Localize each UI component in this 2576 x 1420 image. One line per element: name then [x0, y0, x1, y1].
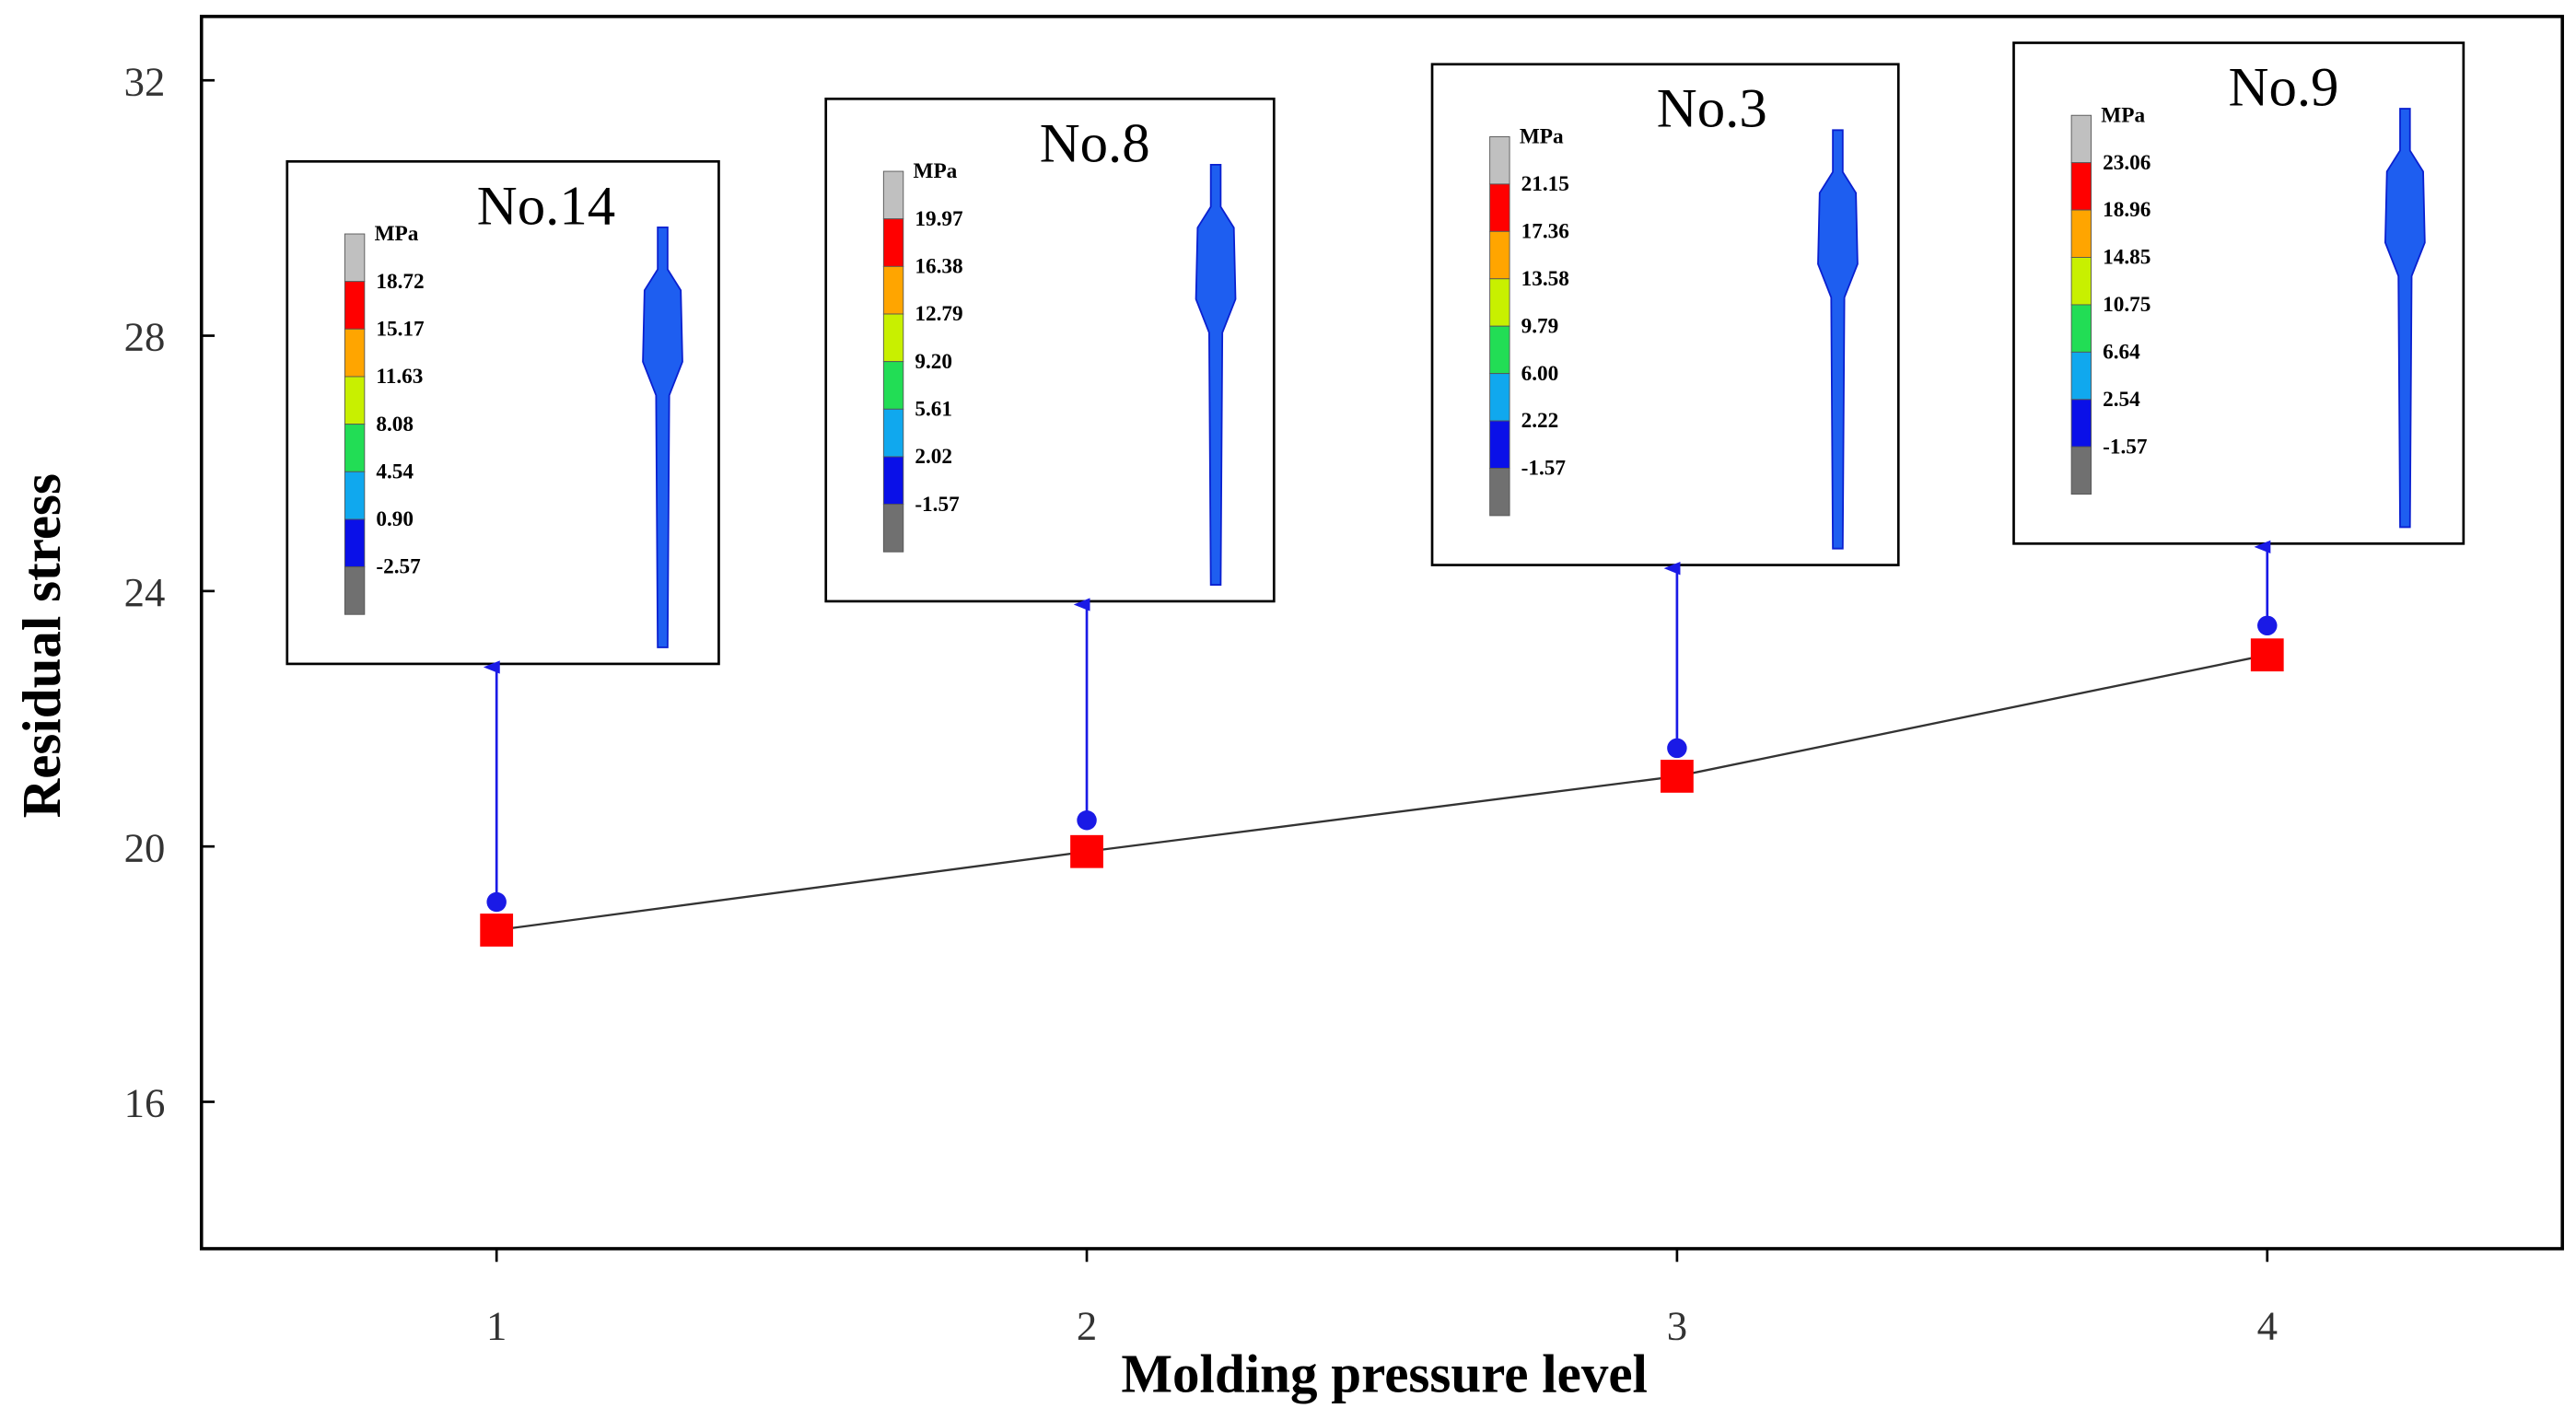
scale-swatch [882, 170, 904, 220]
part-shape [2384, 108, 2426, 529]
inset-title: No.9 [2229, 56, 2339, 118]
scale-label: 12.79 [915, 302, 962, 326]
scale-label: -1.57 [1521, 457, 1567, 481]
y-tick-label: 20 [124, 824, 166, 870]
inset: No.9 MPa 23.06 18.96 14.85 10.75 6.64 2.54 -1.57 [2012, 41, 2465, 545]
scale-label: 6.64 [2103, 341, 2140, 365]
x-axis-title: Molding pressure level [1121, 1344, 1648, 1404]
inset: No.8 MPa 19.97 16.38 12.79 9.20 5.61 2.02 -1.57 [824, 97, 1276, 603]
scale-unit: MPa [914, 159, 958, 183]
y-axis-title: Residual stress [11, 473, 72, 818]
inset: No.3 MPa 21.15 17.36 13.58 9.79 6.00 2.22 -1.57 [1430, 63, 1900, 566]
scale-label: 23.06 [2103, 151, 2151, 175]
scale-swatch [1489, 373, 1510, 422]
scale-swatch [344, 518, 366, 568]
scale-label: 2.22 [1521, 409, 1559, 433]
scale-label: 21.15 [1521, 172, 1569, 196]
scale-swatch [2070, 162, 2092, 211]
scale-label: 18.72 [376, 270, 424, 294]
scale-label: 13.58 [1521, 267, 1569, 291]
scale-swatch [1489, 420, 1510, 469]
part-shape [1195, 163, 1237, 586]
scale-swatch [882, 456, 904, 506]
scale-label: 18.96 [2103, 198, 2151, 222]
data-point [1070, 834, 1103, 868]
scale-swatch [1489, 230, 1510, 280]
inset: No.14 MPa 18.72 15.17 11.63 8.08 4.54 0.90 -2.57 [286, 159, 720, 666]
scale-swatch [2070, 114, 2092, 164]
scale-swatch [344, 376, 366, 425]
part-shape [1817, 129, 1859, 550]
scale-label: 15.17 [376, 317, 425, 341]
scale-swatch [882, 361, 904, 410]
scale-swatch [2070, 446, 2092, 495]
scale-label: 19.97 [915, 207, 963, 231]
scale-swatch [1489, 183, 1510, 232]
scale-label: 5.61 [915, 397, 952, 421]
scale-label: 2.54 [2103, 388, 2140, 412]
scale-label: 11.63 [376, 365, 423, 389]
scale-swatch [344, 566, 366, 615]
x-tick-label: 1 [486, 1302, 507, 1348]
arrow-dot [486, 891, 507, 913]
y-tick-label: 32 [124, 58, 166, 104]
scale-unit: MPa [375, 222, 419, 246]
y-tick-label: 24 [124, 569, 166, 615]
scale-label: -1.57 [915, 493, 960, 517]
arrow-dot [2257, 615, 2278, 636]
plot-frame [199, 15, 2564, 1251]
series-line [496, 654, 2267, 932]
scale-unit: MPa [2101, 103, 2145, 127]
scale-swatch [344, 328, 366, 378]
data-point [2250, 638, 2284, 672]
scale-label: 6.00 [1521, 362, 1559, 386]
inset-title: No.14 [477, 175, 615, 237]
scale-swatch [1489, 136, 1510, 185]
scale-swatch [2070, 304, 2092, 353]
scale-swatch [2070, 209, 2092, 258]
arrow-dot [1077, 810, 1097, 831]
scale-swatch [344, 424, 366, 472]
scale-label: 4.54 [376, 460, 414, 483]
scale-label: 2.02 [915, 445, 952, 469]
x-tick-label: 3 [1667, 1302, 1687, 1348]
scale-swatch [2070, 257, 2092, 306]
scale-label: 0.90 [376, 507, 414, 531]
scale-swatch [344, 471, 366, 520]
scale-label: 14.85 [2103, 246, 2151, 270]
scale-label: 9.79 [1521, 314, 1559, 338]
scale-label: 8.08 [376, 413, 414, 436]
y-tick-label: 28 [124, 314, 166, 360]
scale-label: 10.75 [2103, 293, 2151, 317]
inset-title: No.8 [1040, 112, 1150, 174]
x-tick-label: 2 [1077, 1302, 1097, 1348]
data-point [1661, 760, 1694, 793]
scale-swatch [2070, 399, 2092, 448]
scale-swatch [882, 218, 904, 267]
scale-swatch [882, 313, 904, 363]
scale-swatch [1489, 278, 1510, 327]
x-tick-label: 4 [2257, 1302, 2278, 1348]
scale-swatch [344, 233, 366, 283]
scale-label: -1.57 [2103, 435, 2148, 459]
scale-unit: MPa [1520, 125, 1564, 149]
arrow-dot [1667, 738, 1687, 759]
scale-swatch [1489, 325, 1510, 375]
part-shape [642, 226, 683, 648]
scale-label: -2.57 [376, 555, 421, 579]
scale-label: 17.36 [1521, 219, 1569, 243]
scale-swatch [882, 265, 904, 315]
scale-swatch [1489, 468, 1510, 517]
data-point [480, 914, 514, 947]
inset-title: No.3 [1657, 78, 1767, 140]
scale-label: 16.38 [915, 255, 962, 279]
scale-swatch [344, 281, 366, 330]
scale-swatch [882, 408, 904, 458]
scale-swatch [2070, 351, 2092, 401]
scale-label: 9.20 [915, 350, 952, 374]
y-tick-label: 16 [124, 1080, 166, 1126]
scale-swatch [882, 504, 904, 553]
